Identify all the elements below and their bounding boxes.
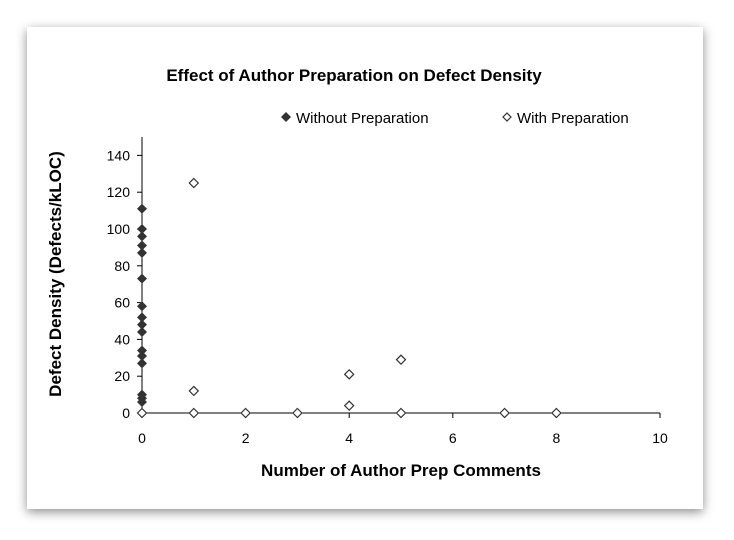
x-tick-label: 10 — [652, 430, 668, 446]
point-without-preparation — [137, 345, 147, 356]
point-without-preparation — [137, 301, 147, 312]
point-without-preparation — [137, 224, 147, 234]
y-tick-label: 40 — [114, 331, 130, 347]
legend: Without Preparation With Preparation — [281, 110, 629, 127]
legend-marker-with-preparation — [502, 112, 512, 122]
point-with-preparation — [395, 407, 407, 419]
x-tick-label: 2 — [242, 430, 250, 446]
y-tick-label: 80 — [114, 258, 130, 274]
chart-title: Effect of Author Preparation on Defect D… — [166, 66, 542, 85]
point-without-preparation — [137, 203, 147, 214]
point-without-preparation — [137, 231, 147, 242]
y-axis-ticks: 0 20 40 60 80 100 120 140 — [107, 147, 142, 421]
y-tick-label: 120 — [107, 184, 131, 200]
point-without-preparation — [137, 240, 147, 251]
legend-label-with-preparation: With Preparation — [517, 110, 629, 127]
point-without-preparation — [137, 319, 147, 330]
legend-marker-without-preparation — [281, 112, 291, 122]
point-without-preparation — [137, 350, 147, 361]
point-without-preparation — [137, 358, 147, 369]
x-tick-label: 4 — [345, 430, 353, 446]
y-tick-label: 60 — [114, 295, 130, 311]
point-without-preparation — [137, 327, 147, 338]
point-with-preparation — [188, 177, 200, 189]
point-with-preparation — [136, 407, 148, 419]
legend-label-without-preparation: Without Preparation — [296, 110, 429, 127]
x-tick-label: 8 — [553, 430, 561, 446]
point-with-preparation — [240, 407, 251, 419]
point-without-preparation — [137, 273, 147, 284]
chart-card — [27, 27, 703, 509]
point-with-preparation — [188, 385, 200, 397]
y-tick-label: 20 — [114, 368, 130, 384]
point-with-preparation — [343, 369, 355, 380]
point-without-preparation — [137, 312, 147, 323]
y-axis-title: Defect Density (Defects/kLOC) — [46, 151, 65, 397]
data-points — [136, 177, 562, 419]
point-without-preparation — [137, 389, 147, 400]
point-with-preparation — [499, 407, 510, 419]
point-without-preparation — [137, 247, 147, 258]
x-tick-label: 6 — [449, 430, 457, 446]
y-tick-label: 140 — [107, 147, 131, 163]
x-axis-title: Number of Author Prep Comments — [261, 461, 541, 480]
point-with-preparation — [188, 407, 200, 419]
point-with-preparation — [292, 407, 303, 419]
y-tick-label: 0 — [122, 405, 130, 421]
point-with-preparation — [551, 407, 562, 419]
point-with-preparation — [395, 354, 407, 365]
x-axis-ticks: 0 2 4 6 8 10 — [138, 413, 668, 446]
y-tick-label: 100 — [107, 221, 131, 237]
x-tick-label: 0 — [138, 430, 146, 446]
point-with-preparation — [343, 400, 355, 411]
